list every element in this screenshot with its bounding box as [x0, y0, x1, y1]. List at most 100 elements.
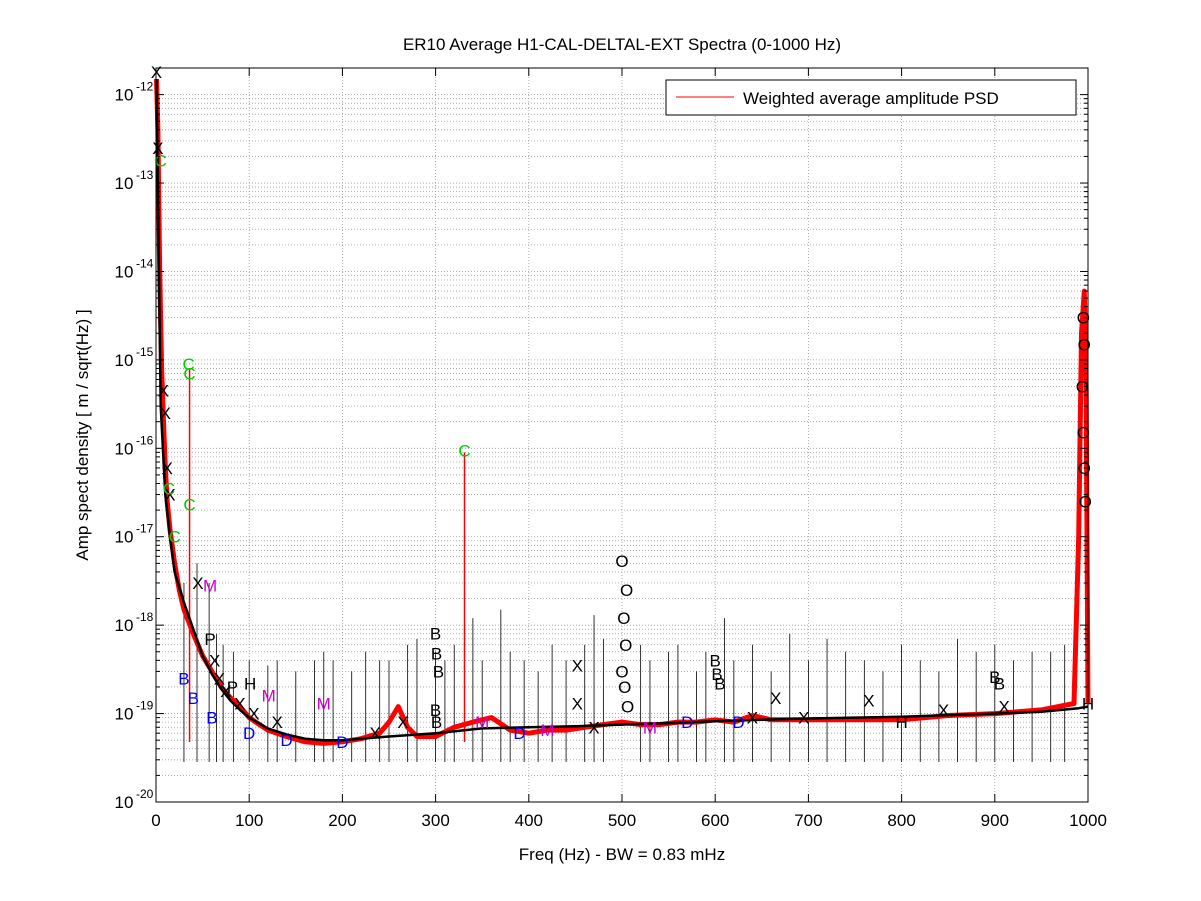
legend: Weighted average amplitude PSD — [665, 79, 1077, 116]
x-tick-label: 100 — [235, 811, 263, 830]
line-marker-X: X — [220, 682, 231, 701]
line-marker-X: X — [248, 705, 259, 724]
line-marker-O: O — [619, 636, 632, 655]
line-marker-M: M — [643, 718, 657, 737]
line-marker-X: X — [770, 689, 781, 708]
y-axis-label: Amp spect density [ m / sqrt(Hz) ] — [73, 309, 92, 560]
y-tick-label-exponent: -15 — [136, 345, 154, 359]
line-marker-O: O — [1077, 309, 1090, 328]
legend-box — [665, 79, 1077, 116]
line-marker-X: X — [152, 139, 163, 158]
y-tick-label-base: 10 — [115, 351, 134, 370]
line-marker-D: D — [336, 733, 348, 752]
x-tick-label: 500 — [608, 811, 636, 830]
y-axis: 10-2010-1910-1810-1710-1610-1510-1410-13… — [115, 80, 1088, 812]
line-marker-B: B — [989, 668, 1000, 687]
line-marker-B: B — [430, 625, 441, 644]
line-marker-C: C — [458, 441, 470, 460]
x-tick-label: 1000 — [1069, 811, 1107, 830]
x-tick-label: 0 — [151, 811, 160, 830]
line-marker-X: X — [938, 701, 949, 720]
y-tick-label-base: 10 — [115, 616, 134, 635]
y-tick-label-exponent: -20 — [136, 787, 154, 801]
x-tick-label: 400 — [515, 811, 543, 830]
line-marker-O: O — [620, 581, 633, 600]
line-marker-D: D — [681, 713, 693, 732]
line-marker-B: B — [430, 701, 441, 720]
line-marker-D: D — [513, 724, 525, 743]
line-marker-M: M — [475, 713, 489, 732]
line-marker-X: X — [234, 695, 245, 714]
x-tick-label: 700 — [794, 811, 822, 830]
reference-series-line — [155, 78, 1089, 742]
line-marker-O: O — [1077, 424, 1090, 443]
line-marker-B: B — [433, 662, 444, 681]
line-marker-C: C — [163, 480, 175, 499]
line-marker-O: O — [615, 552, 628, 571]
y-tick-label-exponent: -16 — [136, 433, 154, 447]
line-marker-B: B — [431, 644, 442, 663]
line-marker-H: H — [244, 674, 256, 693]
line-marker-B: B — [994, 674, 1005, 693]
line-marker-C: C — [183, 496, 195, 515]
x-axis: 0 100 200 300 400 500 600 700 800 900 1000 — [151, 68, 1107, 830]
line-marker-M: M — [203, 577, 217, 596]
y-tick-label-base: 10 — [115, 262, 134, 281]
line-marker-B: B — [206, 709, 217, 728]
line-marker-X: X — [572, 656, 583, 675]
line-marker-D: D — [243, 724, 255, 743]
line-marker-X: X — [158, 382, 169, 401]
y-tick-label-base: 10 — [115, 705, 134, 724]
line-marker-X: X — [162, 459, 173, 478]
line-marker-X: X — [209, 651, 220, 670]
y-tick-label-base: 10 — [115, 528, 134, 547]
line-marker-B: B — [431, 713, 442, 732]
line-marker-C: C — [183, 365, 195, 384]
line-marker-X: X — [164, 486, 175, 505]
chart-title: ER10 Average H1-CAL-DELTAL-EXT Spectra (… — [403, 35, 841, 54]
line-marker-O: O — [615, 662, 628, 681]
line-marker-X: X — [214, 669, 225, 688]
line-marker-D: D — [732, 713, 744, 732]
x-tick-label: 300 — [421, 811, 449, 830]
line-marker-X: X — [798, 709, 809, 728]
y-tick-label-base: 10 — [115, 439, 134, 458]
line-marker-O: O — [1076, 378, 1089, 397]
line-marker-X: X — [397, 713, 408, 732]
y-tick-label-exponent: -13 — [136, 168, 154, 182]
y-tick-label-exponent: -14 — [136, 256, 154, 270]
line-marker-O: O — [617, 609, 630, 628]
x-tick-label: 600 — [701, 811, 729, 830]
x-tick-label: 200 — [328, 811, 356, 830]
line-marker-P: P — [204, 630, 215, 649]
line-marker-B: B — [188, 689, 199, 708]
line-marker-B: B — [714, 674, 725, 693]
line-marker-O: O — [618, 678, 631, 697]
line-marker-X: X — [863, 692, 874, 711]
y-tick-label-exponent: -18 — [136, 610, 154, 624]
y-tick-label-exponent: -12 — [136, 80, 154, 94]
y-tick-label-base: 10 — [115, 174, 134, 193]
line-marker-C: C — [168, 528, 180, 547]
line-marker-M: M — [317, 695, 331, 714]
legend-label-psd: Weighted average amplitude PSD — [743, 89, 999, 108]
x-tick-label: 900 — [981, 811, 1009, 830]
line-marker-M: M — [262, 687, 276, 706]
line-marker-H: H — [895, 713, 907, 732]
line-marker-X: X — [588, 718, 599, 737]
line-marker-O: O — [1078, 335, 1091, 354]
line-marker-M: M — [540, 721, 554, 740]
plot-area — [154, 78, 1091, 762]
line-marker-X: X — [572, 695, 583, 714]
line-marker-X: X — [160, 404, 171, 423]
y-tick-label-base: 10 — [115, 793, 134, 812]
line-marker-P: P — [227, 678, 238, 697]
line-marker-B: B — [178, 669, 189, 688]
line-marker-B: B — [710, 651, 721, 670]
line-marker-O: O — [621, 698, 634, 717]
line-marker-X: X — [998, 698, 1009, 717]
line-marker-X: X — [192, 574, 203, 593]
y-tick-label-exponent: -19 — [136, 699, 154, 713]
x-axis-label: Freq (Hz) - BW = 0.83 mHz — [519, 845, 725, 864]
line-marker-B: B — [711, 665, 722, 684]
